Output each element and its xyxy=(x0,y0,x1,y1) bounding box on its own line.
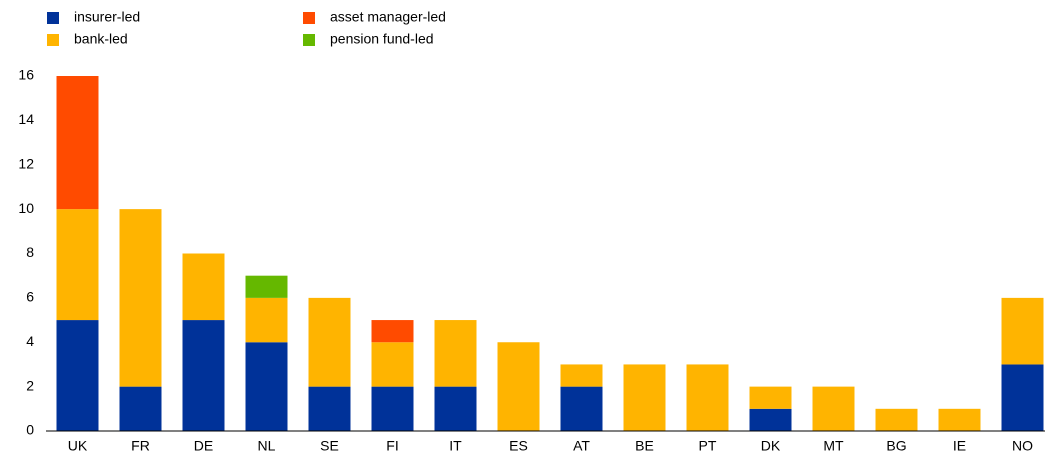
y-tick-label: 14 xyxy=(18,111,34,127)
bar-segment xyxy=(749,386,792,409)
legend-swatch xyxy=(47,34,59,46)
x-tick-label: FI xyxy=(386,438,398,454)
legend-swatch xyxy=(303,34,315,46)
x-tick-label: PT xyxy=(699,438,717,454)
x-tick-label: AT xyxy=(573,438,590,454)
bar-segment xyxy=(560,364,603,387)
bar-segment xyxy=(497,342,540,431)
x-tick-label: IE xyxy=(953,438,966,454)
x-tick-label: BE xyxy=(635,438,654,454)
bar-segment xyxy=(560,386,603,431)
y-tick-label: 4 xyxy=(26,333,34,349)
bar-segment xyxy=(875,408,918,431)
bar-segment xyxy=(434,320,477,387)
bar-segment xyxy=(686,364,729,431)
bar-segment xyxy=(245,297,288,343)
bar-segment xyxy=(245,342,288,431)
x-tick-label: MT xyxy=(823,438,844,454)
bar-segment xyxy=(245,275,288,298)
y-tick-label: 16 xyxy=(18,67,34,83)
legend-label: bank-led xyxy=(74,31,128,47)
bar-segment xyxy=(371,386,414,431)
y-tick-label: 0 xyxy=(26,422,34,438)
bar-segment xyxy=(182,320,225,431)
x-tick-label: NL xyxy=(258,438,276,454)
x-tick-label: DE xyxy=(194,438,213,454)
bar-segment xyxy=(56,209,99,321)
legend-swatch xyxy=(303,12,315,24)
y-tick-label: 12 xyxy=(18,155,34,171)
bar-segment xyxy=(812,386,855,431)
x-tick-label: NO xyxy=(1012,438,1033,454)
x-tick-label: UK xyxy=(68,438,88,454)
bar-segment xyxy=(371,342,414,387)
bar-segment xyxy=(119,209,162,387)
bar-segment xyxy=(1001,364,1044,431)
x-tick-label: BG xyxy=(886,438,906,454)
x-tick-label: IT xyxy=(449,438,462,454)
legend-label: asset manager-led xyxy=(330,9,446,25)
bar-segment xyxy=(56,320,99,431)
x-tick-label: ES xyxy=(509,438,528,454)
bar-segment xyxy=(182,253,225,321)
bar-segment xyxy=(749,408,792,431)
legend-label: insurer-led xyxy=(74,9,140,25)
bar-segment xyxy=(623,364,666,431)
legend-label: pension fund-led xyxy=(330,31,434,47)
y-tick-label: 2 xyxy=(26,377,34,393)
bar-segment xyxy=(371,320,414,343)
bar-segment xyxy=(56,76,99,210)
x-tick-label: FR xyxy=(131,438,150,454)
x-tick-label: SE xyxy=(320,438,339,454)
y-tick-label: 6 xyxy=(26,289,34,305)
bar-segment xyxy=(308,297,351,387)
y-tick-label: 10 xyxy=(18,200,34,216)
bar-segment xyxy=(938,408,981,431)
y-tick-label: 8 xyxy=(26,244,34,260)
legend-swatch xyxy=(47,12,59,24)
bar-segment xyxy=(119,386,162,431)
x-tick-label: DK xyxy=(761,438,781,454)
bar-segment xyxy=(308,386,351,431)
bar-segment xyxy=(1001,297,1044,365)
bar-segment xyxy=(434,386,477,431)
